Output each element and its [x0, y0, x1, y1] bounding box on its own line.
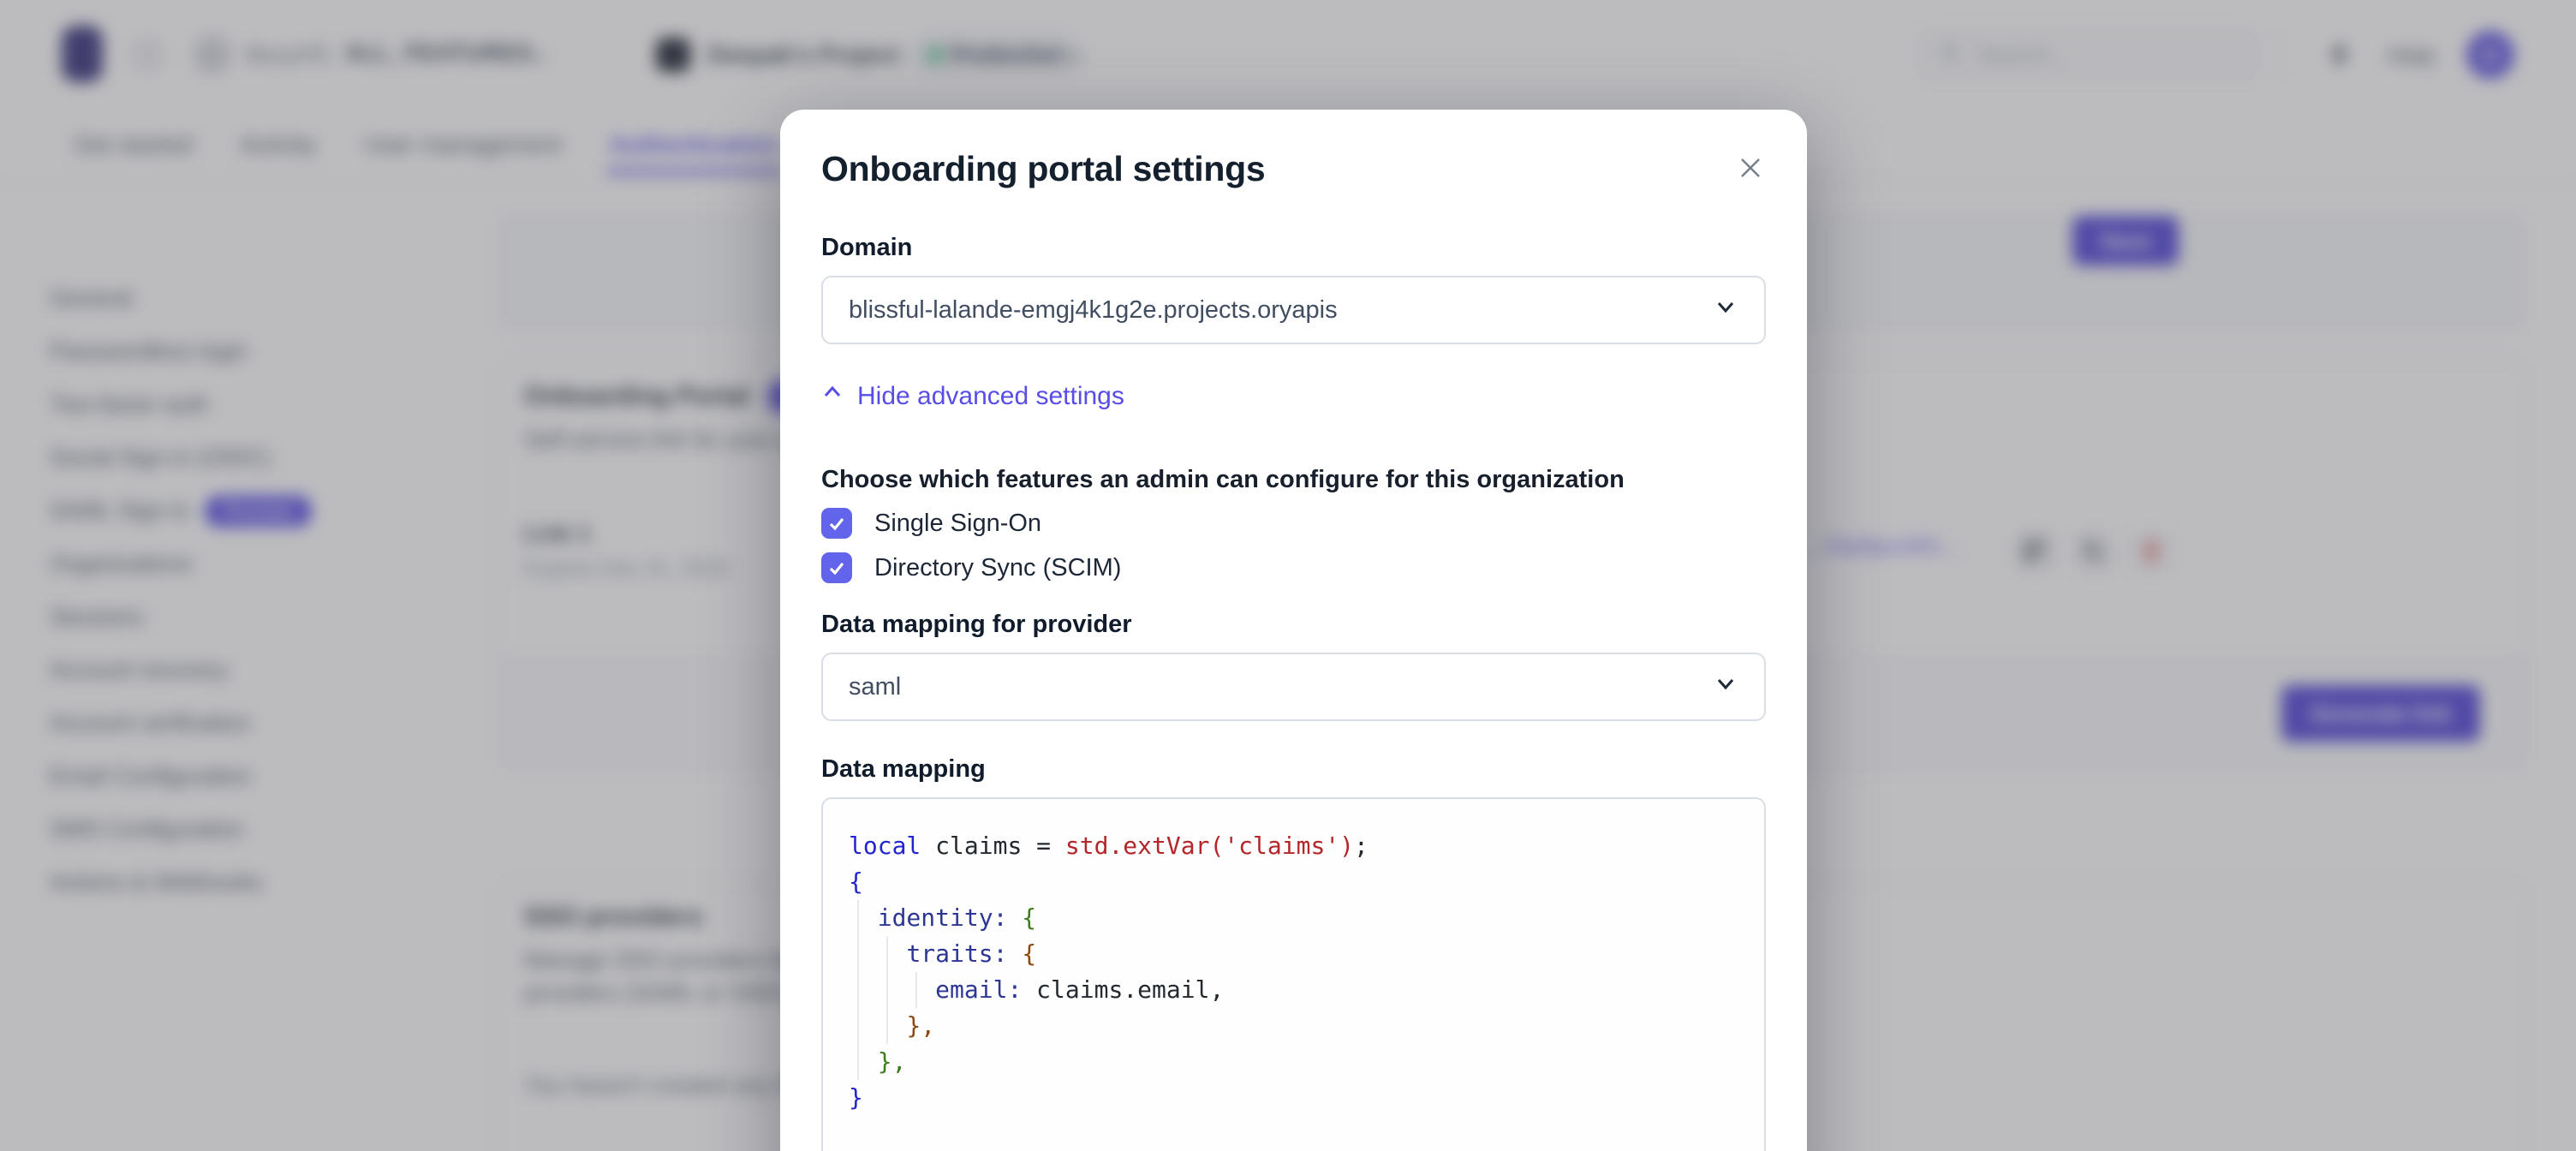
- sidebar-item-label: SMS Configuration: [50, 816, 244, 842]
- sidebar-item-sms-configuration[interactable]: SMS Configuration: [50, 814, 418, 845]
- close-icon[interactable]: [1732, 149, 1769, 187]
- sidebar-item-email-configuration[interactable]: Email Configuration: [50, 760, 418, 792]
- sidebar-item-organizations[interactable]: Organizations: [50, 548, 418, 580]
- checkbox-row-single-sign-on: Single Sign-On: [821, 508, 1766, 539]
- tab-activity[interactable]: Activity: [240, 131, 317, 158]
- search-input[interactable]: [1975, 40, 2218, 69]
- topbar-divider: [2280, 34, 2281, 75]
- sidebar-item-label: SAML Sign-in: [50, 498, 191, 523]
- qr-code-button[interactable]: [2014, 531, 2055, 572]
- generate-link-button[interactable]: Generate link: [2281, 685, 2480, 742]
- sidebar-item-two-factor-auth[interactable]: Two-factor auth: [50, 389, 418, 420]
- domain-chevron-down-icon: [1713, 294, 1738, 326]
- sidebar-item-sessions[interactable]: Sessions: [50, 601, 418, 633]
- shortcut-bolt-icon[interactable]: [2323, 36, 2357, 74]
- sidebar-item-saml-sign-in[interactable]: SAML Sign-in Preview: [50, 495, 418, 527]
- checkbox-label: Directory Sync (SCIM): [874, 553, 1122, 581]
- code-line: },: [877, 1047, 907, 1076]
- sidebar-item-label: Social Sign-in (OIDC): [50, 444, 271, 470]
- onboarding-portal-settings-modal: Onboarding portal settings Domain blissf…: [780, 110, 1807, 1151]
- code-line: identity: {: [877, 904, 1037, 932]
- code-line: },: [906, 1011, 936, 1040]
- code-line: traits: {: [906, 939, 1037, 968]
- domain-label: Domain: [821, 234, 913, 261]
- domain-select[interactable]: blissful-lalande-emgj4k1g2e.projects.ory…: [821, 276, 1766, 344]
- sidebar-item-label: Two-factor auth: [50, 391, 210, 417]
- code-line: {: [849, 868, 863, 896]
- code-line: email: claims.email,: [935, 975, 1225, 1004]
- workspace-name[interactable]: BoryHS: [247, 41, 330, 68]
- portal-link-name: Link 1: [524, 521, 592, 546]
- provider-label: Data mapping for provider: [821, 611, 1132, 638]
- sidebar-item-label: Email Configuration: [50, 763, 252, 789]
- workspace-plan[interactable]: ALL_FEATURES: [344, 39, 532, 66]
- sidebar-item-actions-webhooks[interactable]: Actions & Webhooks: [50, 867, 418, 898]
- project-chevron-down-icon[interactable]: [1067, 48, 1086, 67]
- indent-guide: [915, 972, 917, 1008]
- copy-button[interactable]: [2072, 531, 2114, 572]
- indent-guide: [857, 900, 859, 1080]
- sso-card-title: SSO providers: [524, 903, 703, 931]
- indent-guide: [886, 936, 888, 1044]
- sidebar-item-social-sign-in-oidc[interactable]: Social Sign-in (OIDC): [50, 442, 418, 474]
- sidebar-item-account-verification[interactable]: Account verification: [50, 707, 418, 739]
- sidebar-item-passwordless-login[interactable]: Passwordless login: [50, 336, 418, 367]
- user-avatar[interactable]: D: [2466, 31, 2514, 79]
- checkbox-label: Single Sign-On: [874, 509, 1042, 537]
- portal-card-title: Onboarding Portal: [524, 382, 750, 410]
- chevron-up-icon: [821, 382, 844, 411]
- search-box[interactable]: [1918, 29, 2258, 81]
- sidebar-item-label: General: [50, 285, 133, 311]
- features-checkbox-list: Single Sign-On Directory Sync (SCIM): [821, 508, 1766, 583]
- mapping-label: Data mapping: [821, 755, 986, 783]
- hide-advanced-settings-link[interactable]: Hide advanced settings: [821, 382, 1766, 411]
- environment-label: Production: [951, 42, 1064, 67]
- sidebar-item-label: Account recovery: [50, 657, 229, 683]
- project-name[interactable]: Deepak's Project: [707, 41, 900, 68]
- portal-link-expiry: Expires Dec 31, 2023: [524, 557, 730, 581]
- delete-button[interactable]: [2131, 531, 2172, 572]
- code-line: }: [849, 1083, 863, 1112]
- search-icon: [1937, 40, 1963, 70]
- sidebar-item-label: Account verification: [50, 710, 251, 736]
- sidebar-item-label: Passwordless login: [50, 338, 248, 364]
- project-icon: [656, 38, 690, 72]
- data-mapping-editor[interactable]: local claims = std.extVar('claims'); { id…: [821, 797, 1766, 1151]
- sidebar-item-label: Organizations: [50, 551, 193, 576]
- workspace-avatar-icon: [194, 36, 231, 74]
- sidebar-item-general[interactable]: General: [50, 283, 418, 314]
- code-line: local claims = std.extVar('claims');: [849, 832, 1368, 860]
- sidebar-item-account-recovery[interactable]: Account recovery: [50, 654, 418, 686]
- checkbox-row-directory-sync-scim: Directory Sync (SCIM): [821, 552, 1766, 583]
- app-logo-icon[interactable]: [62, 26, 103, 82]
- tab-authentication[interactable]: Authentication: [605, 109, 781, 181]
- sidebar: General Passwordless login Two-factor auth…: [50, 283, 418, 898]
- topbar: BoryHS ALL_FEATURES Deepak's Project Pro…: [0, 0, 2576, 110]
- domain-select-value: blissful-lalande-emgj4k1g2e.projects.ory…: [849, 295, 1338, 324]
- portal-link-url[interactable]: ...IDp9puvW1...: [1807, 533, 1961, 558]
- tab-get-started[interactable]: Get started: [74, 131, 193, 158]
- environment-badge: Production: [911, 36, 1081, 74]
- tab-user-management[interactable]: User management: [364, 131, 562, 158]
- nav-collapse-button[interactable]: [130, 38, 164, 72]
- hide-advanced-settings-label: Hide advanced settings: [857, 382, 1124, 410]
- help-button[interactable]: Help: [2388, 43, 2436, 69]
- provider-chevron-down-icon: [1713, 671, 1738, 703]
- checkbox-single-sign-on[interactable]: [821, 508, 852, 539]
- checkbox-directory-sync-scim[interactable]: [821, 552, 852, 583]
- provider-select-value: saml: [849, 672, 902, 701]
- workspace-chevron-down-icon[interactable]: [529, 48, 548, 67]
- code-lines: local claims = std.extVar('claims'); { id…: [849, 828, 1764, 1116]
- sidebar-item-badge: Preview: [206, 495, 312, 527]
- sidebar-item-label: Sessions: [50, 604, 144, 629]
- modal-title: Onboarding portal settings: [821, 149, 1266, 188]
- environment-dot-icon: [928, 48, 942, 62]
- provider-select[interactable]: saml: [821, 653, 1766, 721]
- save-button[interactable]: Save: [2072, 216, 2179, 265]
- features-heading: Choose which features an admin can confi…: [821, 466, 1625, 493]
- sidebar-item-label: Actions & Webhooks: [50, 869, 263, 895]
